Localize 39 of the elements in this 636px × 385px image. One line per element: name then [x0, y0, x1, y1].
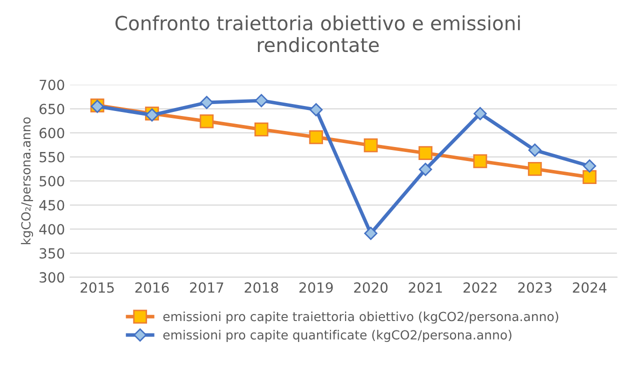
point — [528, 144, 542, 157]
x-tick-label: 2024 — [572, 282, 606, 293]
x-tick-label: 2020 — [354, 282, 388, 293]
y-tick-label: 350 — [40, 248, 64, 259]
legend-label: emissioni pro capite traiettoria obiettivo (kgCO2/persona.anno) — [163, 312, 558, 324]
point — [364, 138, 378, 152]
x-tick-label: 2016 — [135, 282, 169, 293]
point — [418, 146, 432, 160]
x-tick-label: 2023 — [518, 282, 552, 293]
point — [309, 130, 324, 144]
y-tick-label: 300 — [40, 272, 64, 283]
y-tick-label: 550 — [40, 152, 64, 162]
point — [582, 170, 597, 184]
point — [200, 114, 214, 128]
y-tick-label: 450 — [39, 200, 64, 210]
point — [254, 122, 268, 136]
x-tick-label: 2022 — [464, 282, 496, 293]
x-tick-label: 2021 — [408, 282, 442, 293]
point — [473, 154, 488, 168]
point — [364, 226, 378, 240]
chart-title: Confronto traiettoria obiettivo e emissioni rendicontate — [115, 15, 520, 52]
y-axis-title: kgCO₂/persona.anno — [20, 117, 34, 244]
y-tick-label: 500 — [40, 176, 64, 186]
y-tick-label: 600 — [40, 128, 64, 138]
y-tick-label: 400 — [39, 224, 64, 235]
legend-label: emissioni pro capite quantificate (kgCO2/persona.anno) — [163, 330, 512, 342]
point — [582, 159, 596, 173]
point — [474, 106, 487, 120]
point — [254, 94, 268, 108]
x-tick-label: 2015 — [80, 282, 114, 293]
point — [418, 162, 432, 176]
x-tick-label: 2018 — [244, 282, 278, 293]
point — [310, 103, 323, 116]
y-tick-label: 650 — [40, 104, 64, 114]
point — [528, 162, 542, 176]
y-tick-label: 700 — [40, 80, 64, 90]
point — [200, 96, 214, 110]
x-tick-label: 2017 — [190, 282, 224, 293]
x-tick-label: 2019 — [299, 282, 333, 293]
